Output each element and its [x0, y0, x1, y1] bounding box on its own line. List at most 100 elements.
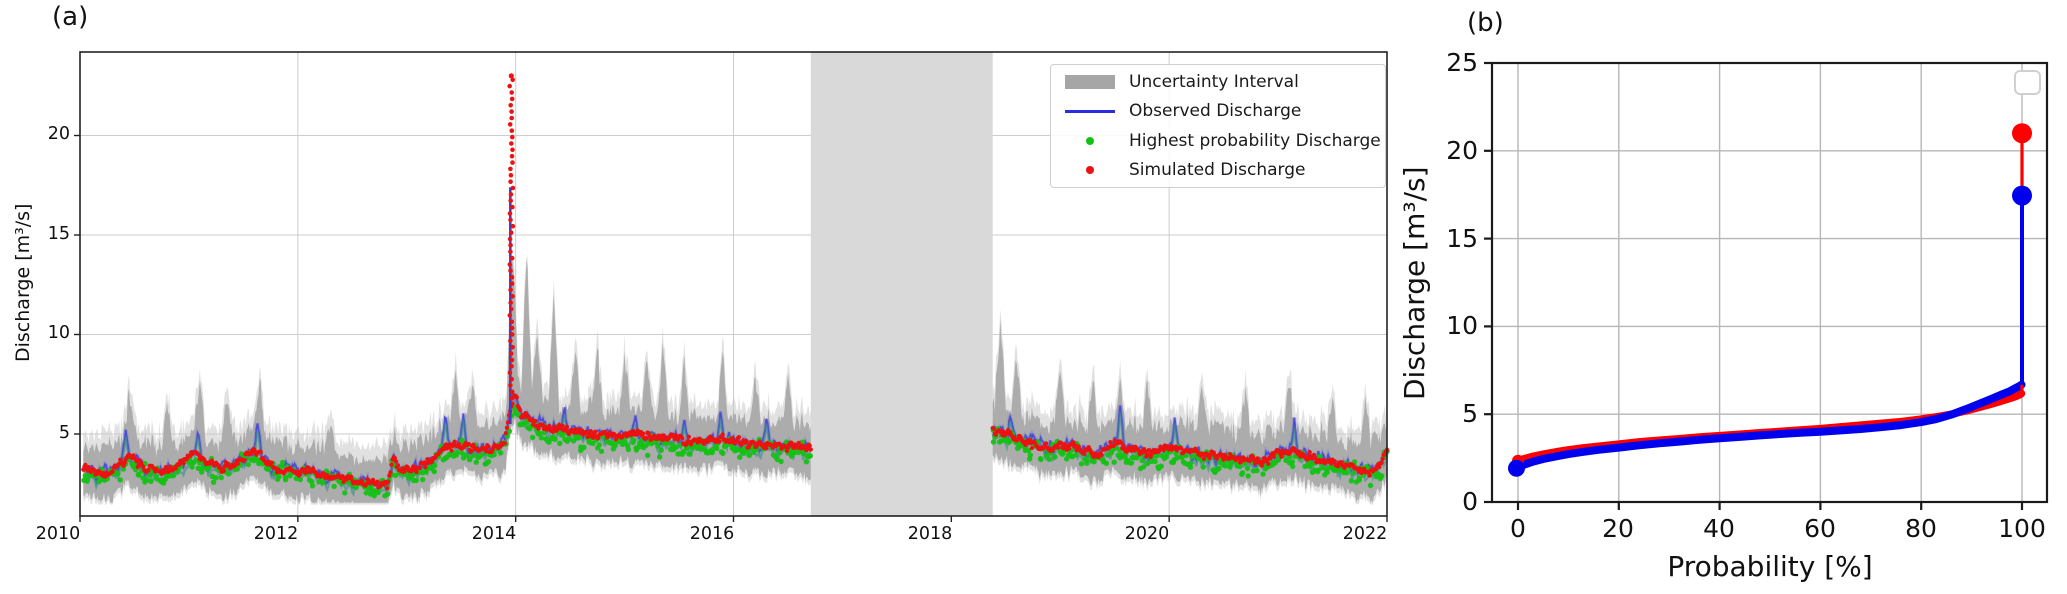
b-tick-marks — [1484, 61, 2024, 510]
green-dot — [541, 429, 547, 436]
red-dot — [1147, 448, 1152, 453]
green-dot — [1187, 464, 1194, 470]
red-dot — [504, 425, 510, 430]
red-dot — [736, 435, 742, 440]
green-dot — [1239, 470, 1246, 476]
red-dot — [510, 147, 515, 153]
red-dot — [647, 434, 652, 439]
green-dot — [213, 475, 219, 481]
red-dot — [466, 441, 471, 447]
red-dot — [508, 287, 513, 293]
green-dot — [225, 471, 232, 477]
red-dot — [1271, 454, 1276, 459]
green-dot — [117, 477, 123, 483]
green-dot — [276, 473, 282, 480]
red-dot — [644, 436, 649, 441]
red-dot — [509, 153, 515, 159]
red-dot — [508, 103, 513, 108]
green-dot — [581, 444, 587, 451]
red-dot — [1023, 442, 1028, 448]
red-dot — [423, 465, 428, 470]
red-dot — [359, 478, 365, 483]
green-dot — [280, 459, 286, 466]
green-dot — [148, 478, 154, 485]
b-xtick-40: 40 — [1703, 514, 1735, 543]
red-dot — [387, 473, 392, 478]
green-dot — [687, 451, 693, 457]
uncertainty-band — [83, 258, 811, 503]
a-xtick-2012: 2012 — [253, 524, 299, 544]
green-dot — [1152, 458, 1158, 465]
green-dot — [498, 450, 504, 456]
green-dot — [1237, 463, 1243, 470]
green-dot — [309, 483, 316, 489]
red-dot — [509, 357, 515, 363]
red-dot — [560, 423, 565, 428]
green-dot — [746, 452, 752, 458]
red-dot — [508, 179, 513, 184]
red-dot — [384, 486, 390, 491]
red-dot — [1221, 457, 1226, 462]
green-dot — [645, 452, 651, 458]
green-dot — [537, 430, 543, 437]
green-dot — [1356, 477, 1363, 483]
red-dot — [1379, 460, 1384, 465]
red-dot — [1119, 440, 1124, 445]
red-dot — [1332, 459, 1337, 464]
legend-label: Highest probability Discharge — [1129, 130, 1381, 151]
red-dot — [417, 465, 422, 471]
green-dot — [279, 463, 285, 470]
red-dot — [509, 96, 515, 102]
green-dot — [625, 446, 632, 453]
red-dot — [83, 462, 88, 468]
green-dot — [467, 455, 473, 461]
red-dot — [508, 268, 513, 274]
red-dot — [389, 462, 394, 467]
b-xtick-100: 100 — [1998, 514, 2046, 543]
red-dot — [1266, 461, 1271, 467]
red-dot — [1074, 448, 1079, 453]
green-dot — [454, 449, 461, 456]
red-dot — [484, 449, 489, 454]
panel-a-title: (a) — [52, 2, 89, 32]
a-ytick-20: 20 — [47, 124, 70, 144]
red-dot — [509, 141, 514, 146]
red-dot — [386, 479, 391, 484]
green-dot — [1244, 465, 1251, 472]
red-dot — [508, 351, 514, 356]
red-dot — [764, 446, 769, 451]
a-ytick-10: 10 — [47, 323, 70, 343]
green-dot — [320, 480, 326, 486]
green-dot — [658, 447, 664, 453]
red-dot — [509, 395, 515, 401]
red-dot — [1145, 452, 1150, 457]
green-dot — [409, 472, 416, 478]
green-dot — [1027, 452, 1034, 458]
red-dot — [1367, 473, 1372, 478]
red-dot — [414, 469, 419, 475]
red-dot — [805, 446, 810, 452]
observed-line-swatch — [1051, 109, 1129, 113]
green-dot — [800, 450, 807, 457]
b-xtick-0: 0 — [1510, 514, 1526, 543]
green-dot — [363, 490, 369, 496]
red-dot — [508, 217, 513, 223]
red-dot — [509, 376, 514, 382]
green-dot — [1007, 438, 1013, 444]
b-ytick-10: 10 — [1446, 311, 1478, 340]
red-dot — [752, 440, 757, 445]
panel-b-title: (b) — [1467, 8, 1504, 38]
red-dot — [452, 439, 457, 444]
red-dot — [1255, 456, 1260, 461]
red-dot — [502, 441, 507, 446]
red-dot — [508, 166, 513, 172]
b-ytick-15: 15 — [1446, 224, 1478, 253]
green-dot — [1103, 460, 1110, 467]
red-dot — [395, 463, 401, 468]
green-dot — [1158, 463, 1164, 469]
green-dot — [473, 459, 479, 465]
red-dot — [507, 122, 513, 127]
green-dot — [423, 469, 429, 475]
red-dot — [1043, 441, 1049, 446]
red-dot — [509, 274, 515, 280]
